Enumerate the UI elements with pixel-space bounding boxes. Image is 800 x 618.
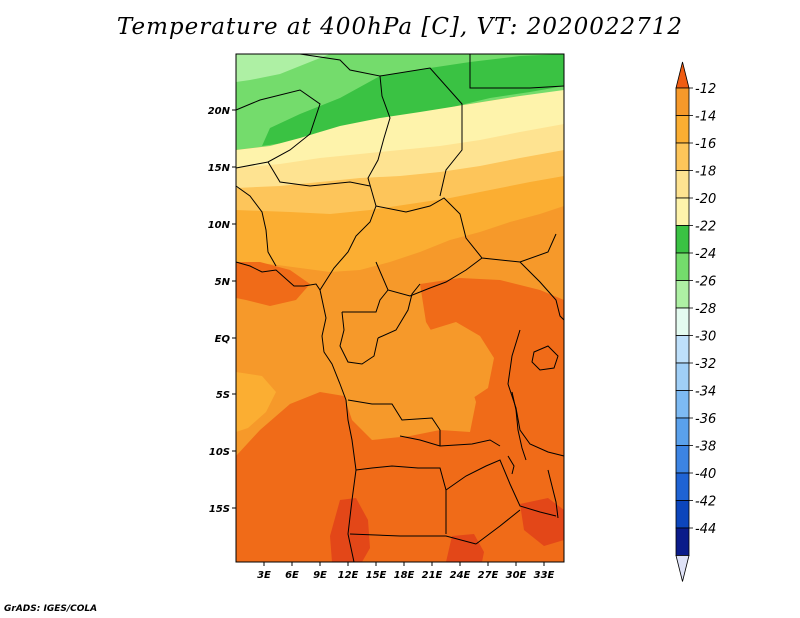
grads-credit: GrADS: IGES/COLA xyxy=(4,604,98,614)
field-red-south-c xyxy=(520,498,564,546)
colorbar-label: -16 xyxy=(695,137,716,152)
colorbar-label: -44 xyxy=(695,522,716,537)
field-green-dark-band xyxy=(262,54,564,146)
lon-axis: 3E 6E 9E 12E 15E 18E 21E 24E 27E 30E 33E xyxy=(257,562,555,581)
colorbar-swatch xyxy=(675,335,690,364)
colorbar-label: -12 xyxy=(695,82,716,97)
field-orange-deep-north xyxy=(236,262,310,306)
colorbar-label: -14 xyxy=(695,110,716,125)
lon-label: 12E xyxy=(338,570,359,581)
lat-label: 15S xyxy=(209,504,230,515)
border-sahara-west xyxy=(299,53,391,193)
colorbar-label: -28 xyxy=(695,302,716,317)
border-congo-drc xyxy=(377,283,421,339)
lake-victoria xyxy=(531,345,559,371)
field-orange-light-west xyxy=(236,372,276,432)
field-orange-mid-congo xyxy=(428,322,494,400)
temperature-field xyxy=(236,54,564,562)
lat-axis: 20N 15N 10N 5N EQ 5S 10S 15S xyxy=(208,106,236,515)
border-congo-west xyxy=(339,311,379,365)
border-nigeria-north xyxy=(267,161,371,187)
border-west-africa xyxy=(235,185,277,267)
lat-label: 20N xyxy=(208,106,231,117)
colorbar-swatch xyxy=(675,87,690,116)
colorbar-label: -24 xyxy=(695,247,716,262)
lon-label: 6E xyxy=(285,570,299,581)
border-angola-drc xyxy=(399,435,501,447)
border-niger-mali xyxy=(235,89,321,169)
colorbar-swatch xyxy=(675,170,690,199)
colorbar-swatch xyxy=(675,500,690,529)
colorbar-bottom-arrow xyxy=(675,555,690,582)
colorbar-swatch xyxy=(675,362,690,391)
colorbar-label: -34 xyxy=(695,385,716,400)
colorbar-swatch xyxy=(675,472,690,501)
colorbar-swatch xyxy=(675,527,690,556)
colorbar-swatch xyxy=(675,197,690,226)
colorbar-label: -20 xyxy=(695,192,716,207)
lon-label: 18E xyxy=(394,570,415,581)
lat-label: 10N xyxy=(208,220,231,231)
lat-label: 15N xyxy=(208,163,231,174)
colorbar-swatch xyxy=(675,142,690,171)
colorbar-label: -38 xyxy=(695,440,716,455)
colorbar-label: -32 xyxy=(695,357,716,372)
coastline-atlantic xyxy=(235,261,357,563)
colorbar-label: -22 xyxy=(695,220,716,235)
colorbar: -12 -14 -16 -18 -20 -22 -24 -26 -28 -30 -32 -34 -36 -… xyxy=(675,61,716,582)
field-yellow-pale-band xyxy=(236,90,564,180)
country-borders xyxy=(235,53,565,563)
field-green-pale-patch xyxy=(236,54,330,82)
map-frame xyxy=(235,53,565,563)
colorbar-swatch xyxy=(675,252,690,281)
colorbar-label: -30 xyxy=(695,330,716,345)
colorbar-top-arrow xyxy=(675,61,690,89)
lat-label: 10S xyxy=(209,447,230,458)
border-drc-east xyxy=(507,329,565,457)
lon-label: 9E xyxy=(313,570,327,581)
lon-label: 24E xyxy=(450,570,471,581)
lon-label: 33E xyxy=(534,570,555,581)
border-namibia xyxy=(349,533,477,545)
lat-label: 5S xyxy=(216,390,230,401)
border-egypt-sudan xyxy=(469,54,565,89)
colorbar-swatch xyxy=(675,390,690,419)
colorbar-label: -40 xyxy=(695,467,716,482)
border-cameroon-gabon xyxy=(342,289,389,313)
lake-malawi xyxy=(547,469,559,519)
colorbar-swatch xyxy=(675,417,690,446)
colorbar-label: -36 xyxy=(695,412,716,427)
lake-mweru xyxy=(507,455,515,475)
colorbar-swatch xyxy=(675,307,690,336)
border-zambia xyxy=(445,459,557,517)
border-zimbabwe xyxy=(475,509,521,545)
lake-tanganyika xyxy=(511,391,527,461)
colorbar-swatch xyxy=(675,225,690,254)
lon-label: 21E xyxy=(422,570,443,581)
map-title: Temperature at 400hPa [C], VT: 202002271… xyxy=(116,14,684,40)
lon-label: 27E xyxy=(478,570,499,581)
colorbar-swatch xyxy=(675,280,690,309)
lon-label: 30E xyxy=(506,570,527,581)
lon-label: 3E xyxy=(257,570,271,581)
colorbar-label: -18 xyxy=(695,165,716,180)
colorbar-label: -26 xyxy=(695,275,716,290)
border-sahara-east xyxy=(379,67,463,197)
border-chad-car xyxy=(375,197,557,263)
lat-label: EQ xyxy=(215,334,231,345)
colorbar-label: -42 xyxy=(695,495,716,510)
border-angola-north xyxy=(347,399,441,446)
field-red-south-b xyxy=(446,534,484,562)
lon-label: 15E xyxy=(366,570,387,581)
lat-label: 5N xyxy=(215,277,231,288)
colorbar-swatch xyxy=(675,115,690,144)
field-red-south-a xyxy=(330,498,370,562)
colorbar-swatch xyxy=(675,445,690,474)
field-orange-light-band xyxy=(236,176,564,272)
border-drc-uganda xyxy=(519,261,565,321)
